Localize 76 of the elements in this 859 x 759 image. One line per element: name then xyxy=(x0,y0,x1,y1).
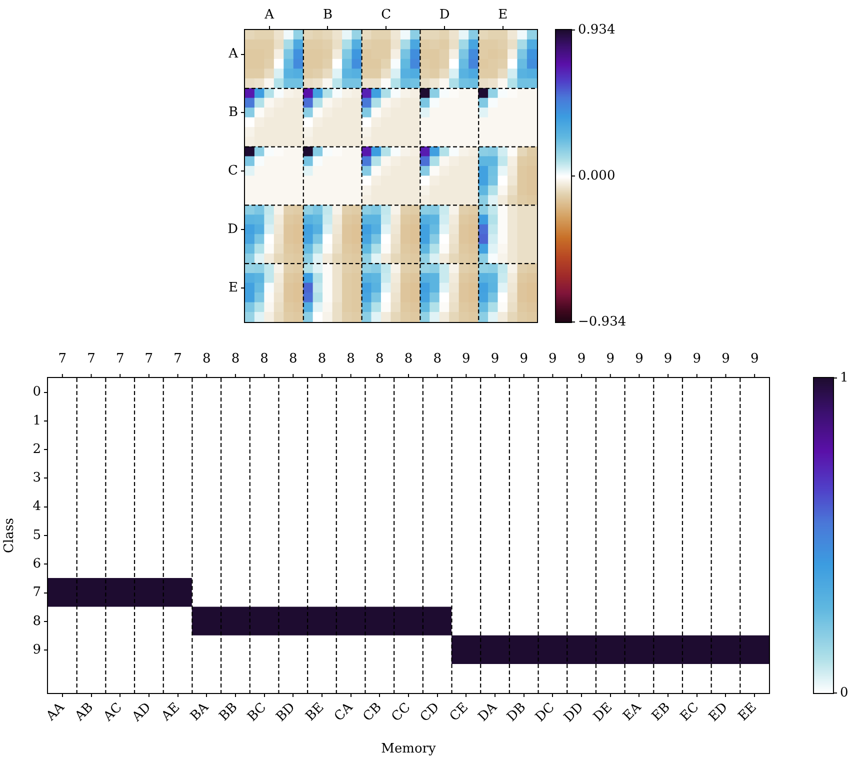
text: 8 xyxy=(404,351,413,366)
text: 7 xyxy=(174,351,182,366)
text: 7 xyxy=(144,351,154,366)
text: 9 xyxy=(635,351,644,366)
x-tick-label: AE xyxy=(158,700,183,725)
text: 8 xyxy=(318,351,326,366)
text: 9 xyxy=(750,351,759,366)
text: 9 xyxy=(577,351,586,366)
text: 9 xyxy=(548,351,557,366)
text: 7 xyxy=(87,351,96,366)
y-tick-label: 6 xyxy=(32,556,41,572)
x-tick-label: BB xyxy=(216,700,241,724)
x-tick-label: EE xyxy=(736,700,760,724)
color-bar-label: 0.000 xyxy=(578,168,616,184)
text: 9 xyxy=(692,351,702,366)
y-axis-title: Class xyxy=(2,518,18,554)
text: 9 xyxy=(520,351,528,366)
x-tick-label: EB xyxy=(649,700,674,724)
x-tick-label: EA xyxy=(620,700,645,724)
text: 9 xyxy=(462,351,470,366)
y-tick-label: 2 xyxy=(32,442,41,457)
y-tick-label: 4 xyxy=(32,499,41,514)
x-axis-title: Memory xyxy=(381,742,437,757)
x-tick-label: B xyxy=(322,8,333,23)
y-tick-label: A xyxy=(228,46,239,62)
x-tick-label: AB xyxy=(72,700,96,725)
color-bar-label: 0 xyxy=(840,685,848,700)
y-tick-label: 8 xyxy=(32,614,41,629)
y-tick-label: 9 xyxy=(32,642,41,658)
text: 8 xyxy=(433,351,442,366)
x-tick-label: AC xyxy=(100,700,126,726)
y-tick-label: 5 xyxy=(32,528,41,543)
text: 8 xyxy=(202,351,211,366)
color-bar-label: 1 xyxy=(840,370,848,386)
x-tick-label: CA xyxy=(332,700,356,724)
x-tick-label: E xyxy=(498,8,508,23)
x-tick-label: BD xyxy=(274,700,298,725)
color-bar-label: 0.934 xyxy=(578,22,616,38)
x-tick-label: DC xyxy=(532,700,558,726)
x-tick-label: BE xyxy=(303,700,328,724)
text: 9 xyxy=(606,351,615,366)
text: 8 xyxy=(346,351,355,366)
y-tick-label: D xyxy=(228,222,238,237)
x-tick-label: CB xyxy=(360,700,385,725)
x-tick-label: DD xyxy=(561,700,587,726)
text: 8 xyxy=(289,351,298,366)
text: 7 xyxy=(58,351,67,366)
x-tick-label: CC xyxy=(389,700,414,725)
y-tick-label: C xyxy=(228,164,238,179)
text: 8 xyxy=(260,351,268,366)
y-tick-label: 3 xyxy=(32,470,41,486)
x-tick-label: CE xyxy=(447,700,472,724)
x-tick-label: BA xyxy=(188,700,212,724)
color-bar-label: −0.934 xyxy=(578,314,626,330)
y-tick-label: 7 xyxy=(32,585,41,600)
y-tick-label: 1 xyxy=(32,413,41,428)
x-tick-label: AA xyxy=(43,700,68,725)
text: 9 xyxy=(664,351,672,366)
x-tick-label: DB xyxy=(504,700,530,725)
x-tick-label: C xyxy=(381,8,392,23)
y-tick-label: E xyxy=(228,280,238,296)
x-tick-label: DE xyxy=(590,700,616,725)
x-tick-label: D xyxy=(439,8,450,23)
x-tick-label: ED xyxy=(706,700,731,725)
y-tick-label: B xyxy=(228,105,238,120)
x-tick-label: EC xyxy=(678,700,702,724)
text: 9 xyxy=(490,351,500,366)
x-tick-label: CD xyxy=(418,700,443,726)
x-tick-label: AD xyxy=(128,700,154,726)
text: 8 xyxy=(376,351,384,366)
x-tick-label: DA xyxy=(476,700,501,725)
x-tick-label: BC xyxy=(244,700,270,725)
text: 9 xyxy=(722,351,730,366)
y-tick-label: 0 xyxy=(32,384,41,400)
text: 7 xyxy=(116,351,124,366)
x-tick-label: A xyxy=(264,8,275,23)
